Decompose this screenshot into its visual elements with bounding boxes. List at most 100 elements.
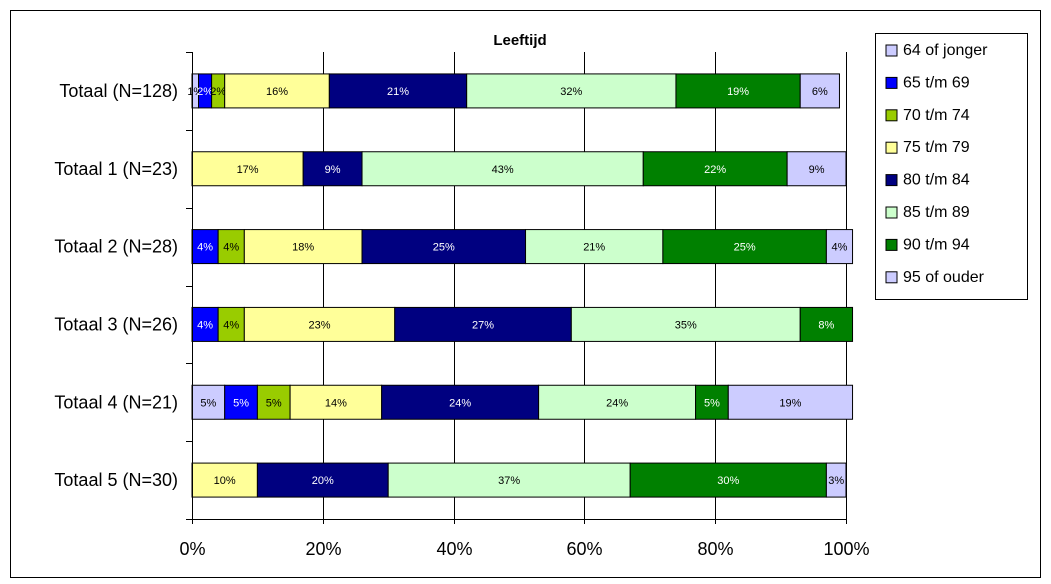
legend: 64 of jonger 65 t/m 69 70 t/m 74 75 t/m 79 8… [875, 33, 1028, 300]
bar-segment [642, 151, 788, 187]
bar-segment [662, 229, 827, 265]
data-label: 22% [704, 164, 726, 176]
data-label: 24% [606, 397, 628, 409]
bar-segment [191, 462, 258, 498]
bar-segment [191, 151, 304, 187]
bar-segment [224, 384, 258, 420]
data-label: 30% [717, 475, 739, 487]
data-label: 9% [325, 164, 341, 176]
legend-swatch [885, 76, 898, 89]
data-label: 25% [734, 242, 756, 254]
data-label: 4% [197, 319, 213, 331]
bar-segment [289, 384, 383, 420]
data-label: 27% [472, 319, 494, 331]
bar-segment [538, 384, 697, 420]
x-tick-label: 60% [566, 539, 602, 559]
bar-segment [256, 462, 389, 498]
bar-segment [629, 462, 827, 498]
data-label: 19% [779, 397, 801, 409]
x-tick-label: 40% [436, 539, 472, 559]
data-label: 5% [200, 397, 216, 409]
category-label: Totaal 4 (N=21) [54, 392, 178, 412]
bar-segment [675, 73, 801, 109]
category-label: Totaal 5 (N=30) [54, 470, 178, 490]
bar-segment [466, 73, 677, 109]
data-label: 32% [560, 86, 582, 98]
legend-label: 70 t/m 74 [903, 107, 970, 124]
bar-segment [217, 229, 245, 265]
x-tick-label: 80% [697, 539, 733, 559]
bar-segment [786, 151, 847, 187]
bar-segment [243, 306, 396, 342]
data-label: 4% [197, 242, 213, 254]
data-label: 23% [309, 319, 331, 331]
legend-label: 95 of ouder [903, 269, 985, 286]
bar-segment [799, 306, 854, 342]
data-label: 37% [498, 475, 520, 487]
bar-segment [191, 306, 219, 342]
bar-segment [570, 306, 801, 342]
bar-segment [394, 306, 572, 342]
legend-label: 65 t/m 69 [903, 74, 970, 91]
legend-swatch [885, 238, 898, 251]
data-label: 20% [312, 475, 334, 487]
data-label: 6% [812, 86, 828, 98]
bar-segment [217, 306, 245, 342]
bar-segment [302, 151, 363, 187]
data-label: 8% [818, 319, 834, 331]
bar-segment [799, 73, 840, 109]
legend-label: 85 t/m 89 [903, 204, 970, 221]
data-label: 14% [325, 397, 347, 409]
data-label: 16% [266, 86, 288, 98]
legend-label: 64 of jonger [903, 42, 988, 59]
axes: 0% 20% 40% 60% 80% 100% Totaal (N=128) Totaal 1… [54, 52, 870, 559]
data-label: 21% [583, 242, 605, 254]
category-label: Totaal 2 (N=28) [54, 237, 178, 257]
bar-segment [825, 462, 847, 498]
data-label: 18% [292, 242, 314, 254]
data-label: 2% [197, 86, 213, 98]
data-label: 43% [492, 164, 514, 176]
x-tick-label: 100% [823, 539, 869, 559]
grid-lines [323, 52, 847, 519]
category-label: Totaal 3 (N=26) [54, 314, 178, 334]
data-label: 4% [223, 319, 239, 331]
bar-segment [224, 73, 330, 109]
data-label: 25% [433, 242, 455, 254]
legend-label: 80 t/m 84 [903, 172, 970, 189]
x-tick-label: 20% [305, 539, 341, 559]
legend-swatch [885, 271, 898, 284]
data-label: 19% [727, 86, 749, 98]
category-label: Totaal 1 (N=23) [54, 159, 178, 179]
data-label: 2% [210, 86, 226, 98]
bar-segment [191, 229, 219, 265]
data-label: 24% [449, 397, 471, 409]
chart-title: Leeftijd [493, 32, 546, 49]
data-label: 10% [214, 475, 236, 487]
legend-swatch [885, 141, 898, 154]
bar-segment [243, 229, 363, 265]
data-label: 5% [266, 397, 282, 409]
x-tick-label: 0% [179, 539, 205, 559]
legend-box [875, 33, 1028, 300]
data-label: 5% [233, 397, 249, 409]
data-label: 4% [223, 242, 239, 254]
bar-segment [361, 229, 527, 265]
legend-swatch [885, 174, 898, 187]
legend-swatch [885, 44, 898, 57]
legend-swatch [885, 109, 898, 122]
data-label: 35% [675, 319, 697, 331]
category-label: Totaal (N=128) [59, 81, 178, 101]
bar-segment [825, 229, 854, 265]
legend-swatch [885, 206, 898, 219]
chart-border [10, 10, 1041, 578]
data-label: 4% [832, 242, 848, 254]
data-label: 5% [704, 397, 720, 409]
data-label: 9% [809, 164, 825, 176]
bar-segment [361, 151, 644, 187]
bars: 1%2%2% 16% 21% 32% 19% 6%17% 9% 43% 22% 9%4% 4% 18%… [187, 73, 854, 498]
legend-label: 90 t/m 94 [903, 236, 970, 253]
data-label: 3% [828, 475, 844, 487]
